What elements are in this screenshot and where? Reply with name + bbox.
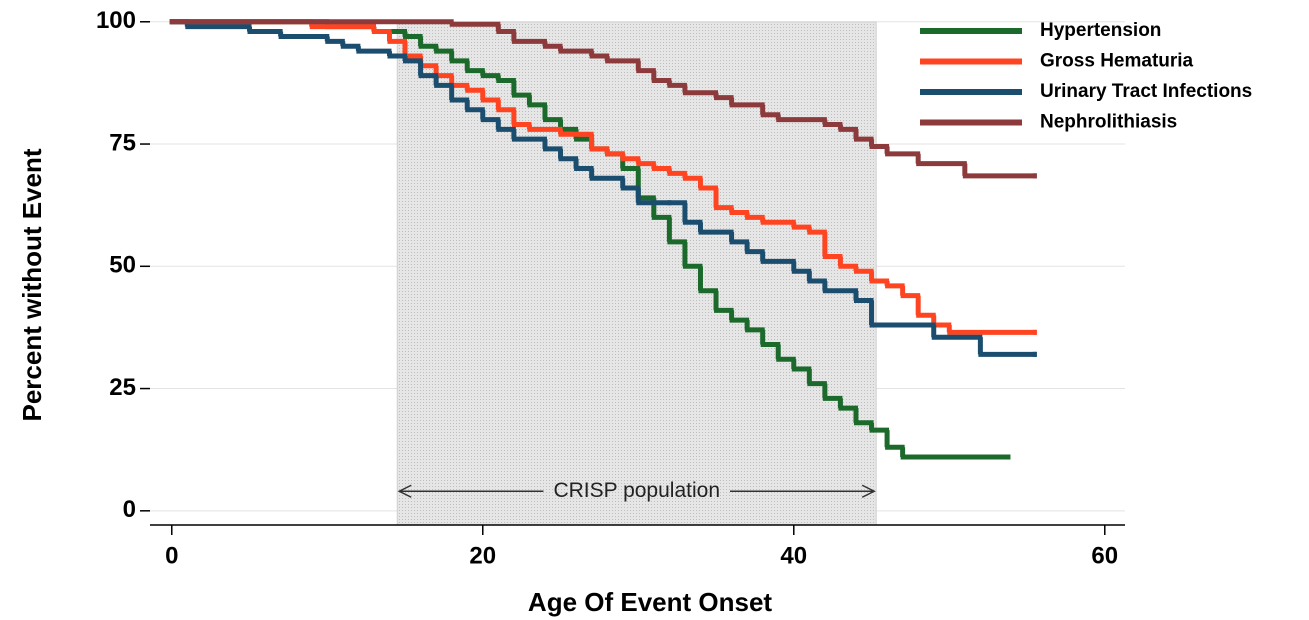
arrow-head bbox=[397, 484, 412, 498]
x-tick-label: 20 bbox=[469, 542, 496, 569]
series bbox=[169, 19, 1037, 357]
legend-label: Urinary Tract Infections bbox=[1040, 81, 1252, 102]
legend-label: Hypertension bbox=[1040, 20, 1161, 41]
annotation-text: CRISP population bbox=[553, 479, 720, 502]
y-tick-label: 25 bbox=[109, 374, 136, 401]
y-axis-label: Percent without Event bbox=[17, 148, 47, 421]
x-tick-label: 40 bbox=[780, 542, 807, 569]
series bbox=[169, 19, 1037, 179]
x-axis-label: Age Of Event Onset bbox=[528, 587, 772, 617]
y-tick-label: 100 bbox=[96, 7, 136, 34]
y-tick-label: 75 bbox=[109, 129, 136, 156]
x-tick-label: 0 bbox=[165, 542, 178, 569]
x-tick-label: 60 bbox=[1091, 542, 1118, 569]
y-tick-label: 0 bbox=[123, 496, 136, 523]
legend-label: Gross Hematuria bbox=[1040, 51, 1194, 72]
y-tick-label: 50 bbox=[109, 252, 136, 279]
arrow-head bbox=[861, 484, 876, 498]
legend-label: Nephrolithiasis bbox=[1040, 112, 1177, 133]
